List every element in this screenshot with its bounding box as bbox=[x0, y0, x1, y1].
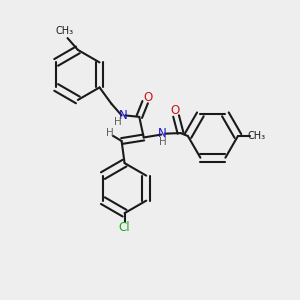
Text: H: H bbox=[114, 117, 122, 127]
Text: CH₃: CH₃ bbox=[247, 131, 265, 141]
Text: O: O bbox=[143, 91, 152, 104]
Text: N: N bbox=[118, 109, 127, 122]
Text: N: N bbox=[158, 127, 167, 140]
Text: H: H bbox=[159, 137, 167, 147]
Text: O: O bbox=[170, 104, 179, 118]
Text: CH₃: CH₃ bbox=[56, 26, 74, 36]
Text: Cl: Cl bbox=[119, 221, 130, 234]
Text: H: H bbox=[106, 128, 114, 138]
